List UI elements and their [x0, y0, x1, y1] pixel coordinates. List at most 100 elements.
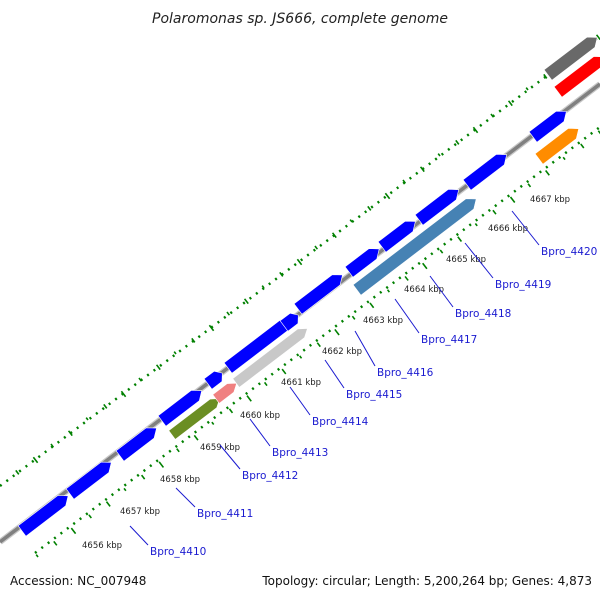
- gene-label[interactable]: Bpro_4414: [312, 416, 369, 428]
- gene-leader-line: [394, 298, 420, 334]
- gene-label[interactable]: Bpro_4419: [495, 279, 551, 291]
- gc-skew-tick: [369, 302, 375, 309]
- gc-skew-tick: [404, 275, 409, 281]
- gc-skew-tick: [457, 236, 463, 242]
- gc-skew-tick: [123, 487, 127, 492]
- green-feature-arrow[interactable]: [168, 398, 221, 440]
- gc-skew-tick: [105, 501, 111, 507]
- gc-skew-tick: [67, 430, 73, 437]
- gc-skew-tick: [597, 130, 600, 135]
- gene-leader-line: [129, 525, 149, 546]
- gc-skew-tick: [243, 298, 249, 305]
- gc-skew-tick: [208, 324, 215, 332]
- gc-skew-tick: [158, 461, 165, 468]
- pink-feature-arrow[interactable]: [212, 382, 238, 404]
- gc-skew-tick: [316, 342, 321, 348]
- gene-label[interactable]: Bpro_4416: [377, 367, 434, 379]
- gc-skew-tick: [103, 403, 108, 409]
- gc-skew-tick: [70, 527, 77, 535]
- cds-arrow[interactable]: [65, 461, 112, 500]
- gene-labels: Bpro_4410 Bpro_4411 Bpro_4412 Bpro_4413 Bpro…: [129, 210, 597, 558]
- orange-feature-arrow[interactable]: [534, 127, 580, 165]
- gc-skew-tick: [509, 196, 516, 204]
- gc-skew-tick: [367, 205, 372, 211]
- cds-arrow[interactable]: [414, 188, 460, 226]
- gc-skew-tick: [525, 87, 529, 91]
- gc-skew-tick: [176, 448, 180, 453]
- gc-skew-tick: [492, 209, 497, 215]
- gc-skew-tick: [439, 249, 444, 254]
- gc-skew-tick: [296, 258, 303, 266]
- gene-leader-line: [429, 275, 454, 308]
- gc-skew-tick: [50, 443, 55, 448]
- kbp-label: 4658 kbp: [160, 475, 200, 485]
- gc-skew-tick: [85, 417, 89, 421]
- cds-arrow[interactable]: [157, 389, 203, 427]
- gc-skew-tick: [507, 100, 513, 107]
- gene-label[interactable]: Bpro_4412: [242, 470, 298, 482]
- gc-skew-tick: [173, 351, 177, 355]
- gene-leader-line: [175, 487, 196, 508]
- gene-label[interactable]: Bpro_4418: [455, 308, 511, 320]
- gc-skew-tick: [191, 337, 196, 343]
- gc-skew-tick: [474, 222, 478, 227]
- gc-skew-tick: [543, 73, 548, 79]
- cds-arrow[interactable]: [203, 370, 223, 390]
- gene-leader-line: [324, 359, 345, 389]
- gc-skew-tick: [331, 232, 337, 239]
- gene-label[interactable]: Bpro_4420: [541, 246, 597, 258]
- darkgray-feature-arrow[interactable]: [543, 36, 598, 81]
- gc-skew-tick: [562, 156, 566, 161]
- gc-skew-tick: [472, 126, 479, 134]
- gc-skew-tick: [580, 143, 585, 149]
- gc-skew-tick: [246, 395, 252, 402]
- gc-skew-tick: [402, 179, 407, 184]
- gc-skew-tick: [226, 311, 231, 316]
- gene-leader-line: [464, 242, 494, 279]
- gc-skew-tick: [263, 381, 268, 387]
- kbp-label: 4661 kbp: [281, 378, 321, 388]
- gc-skew-tick: [455, 139, 460, 145]
- red-feature-arrow[interactable]: [553, 56, 600, 98]
- kbp-scale: 4656 kbp 4657 kbp 4658 kbp 4659 kbp 4660 kbp…: [82, 195, 570, 551]
- kbp-label: 4656 kbp: [82, 541, 122, 551]
- cds-arrow[interactable]: [293, 274, 343, 315]
- cds-arrow[interactable]: [462, 153, 508, 191]
- kbp-label: 4667 kbp: [530, 195, 570, 205]
- gene-leader-line: [511, 210, 540, 246]
- cds-arrow[interactable]: [344, 248, 380, 278]
- gene-leader-line: [219, 444, 241, 470]
- gc-skew-tick: [193, 434, 199, 441]
- gc-skew-tick: [138, 377, 143, 382]
- steelblue-feature-arrow[interactable]: [352, 198, 477, 296]
- gc-skew-tick: [281, 368, 287, 375]
- topology-text: Topology: circular; Length: 5,200,264 bp…: [262, 574, 592, 588]
- gc-skew-tick: [53, 540, 58, 546]
- kbp-label: 4664 kbp: [404, 285, 444, 295]
- gene-label[interactable]: Bpro_4413: [272, 447, 328, 459]
- gene-label[interactable]: Bpro_4417: [421, 334, 477, 346]
- gc-skew-tick: [211, 421, 215, 426]
- kbp-label: 4657 kbp: [120, 507, 160, 517]
- gc-skew-tick: [155, 364, 161, 371]
- gene-leader-line: [289, 386, 311, 416]
- cds-arrow[interactable]: [377, 220, 416, 253]
- kbp-label: 4659 kbp: [200, 443, 240, 453]
- gc-skew-tick: [490, 113, 495, 118]
- gc-skew-tick: [140, 474, 146, 480]
- gene-label[interactable]: Bpro_4415: [346, 389, 402, 401]
- cds-arrow[interactable]: [528, 110, 567, 143]
- cds-arrow[interactable]: [115, 427, 157, 462]
- kbp-label: 4663 kbp: [363, 316, 403, 326]
- gc-skew-tick: [228, 408, 234, 414]
- cds-arrow[interactable]: [279, 312, 299, 332]
- gc-skew-tick: [261, 285, 265, 289]
- gc-skew-tick: [437, 153, 441, 157]
- gray-feature-arrow[interactable]: [232, 328, 308, 388]
- gc-skew-tick: [88, 514, 92, 519]
- gc-skew-tick: [32, 456, 39, 464]
- cds-arrow[interactable]: [17, 495, 69, 537]
- gene-label[interactable]: Bpro_4410: [150, 546, 206, 558]
- gene-label[interactable]: Bpro_4411: [197, 508, 253, 520]
